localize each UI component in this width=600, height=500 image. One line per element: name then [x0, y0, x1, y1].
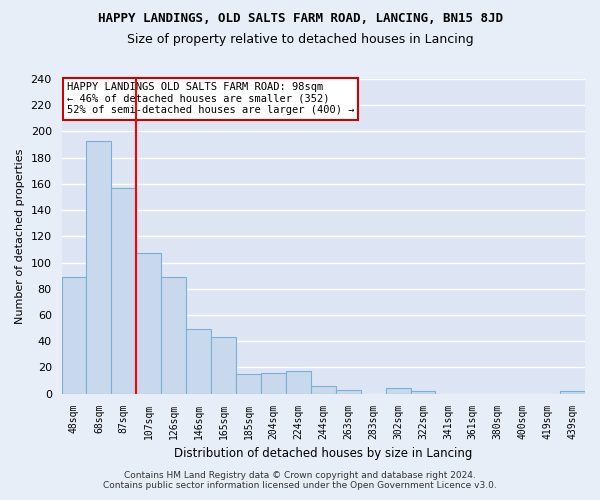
Bar — [386, 388, 410, 394]
Bar — [410, 391, 436, 394]
Bar — [112, 188, 136, 394]
Bar — [336, 390, 361, 394]
Bar — [261, 372, 286, 394]
Bar — [161, 277, 186, 394]
Bar — [211, 338, 236, 394]
Y-axis label: Number of detached properties: Number of detached properties — [15, 148, 25, 324]
Bar — [236, 374, 261, 394]
Bar — [286, 372, 311, 394]
Bar — [136, 254, 161, 394]
X-axis label: Distribution of detached houses by size in Lancing: Distribution of detached houses by size … — [174, 447, 472, 460]
Text: Contains HM Land Registry data © Crown copyright and database right 2024.
Contai: Contains HM Land Registry data © Crown c… — [103, 470, 497, 490]
Bar — [86, 140, 112, 394]
Text: HAPPY LANDINGS OLD SALTS FARM ROAD: 98sqm
← 46% of detached houses are smaller (: HAPPY LANDINGS OLD SALTS FARM ROAD: 98sq… — [67, 82, 354, 116]
Bar — [62, 277, 86, 394]
Bar — [560, 391, 585, 394]
Text: Size of property relative to detached houses in Lancing: Size of property relative to detached ho… — [127, 32, 473, 46]
Bar — [186, 330, 211, 394]
Text: HAPPY LANDINGS, OLD SALTS FARM ROAD, LANCING, BN15 8JD: HAPPY LANDINGS, OLD SALTS FARM ROAD, LAN… — [97, 12, 503, 26]
Bar — [311, 386, 336, 394]
